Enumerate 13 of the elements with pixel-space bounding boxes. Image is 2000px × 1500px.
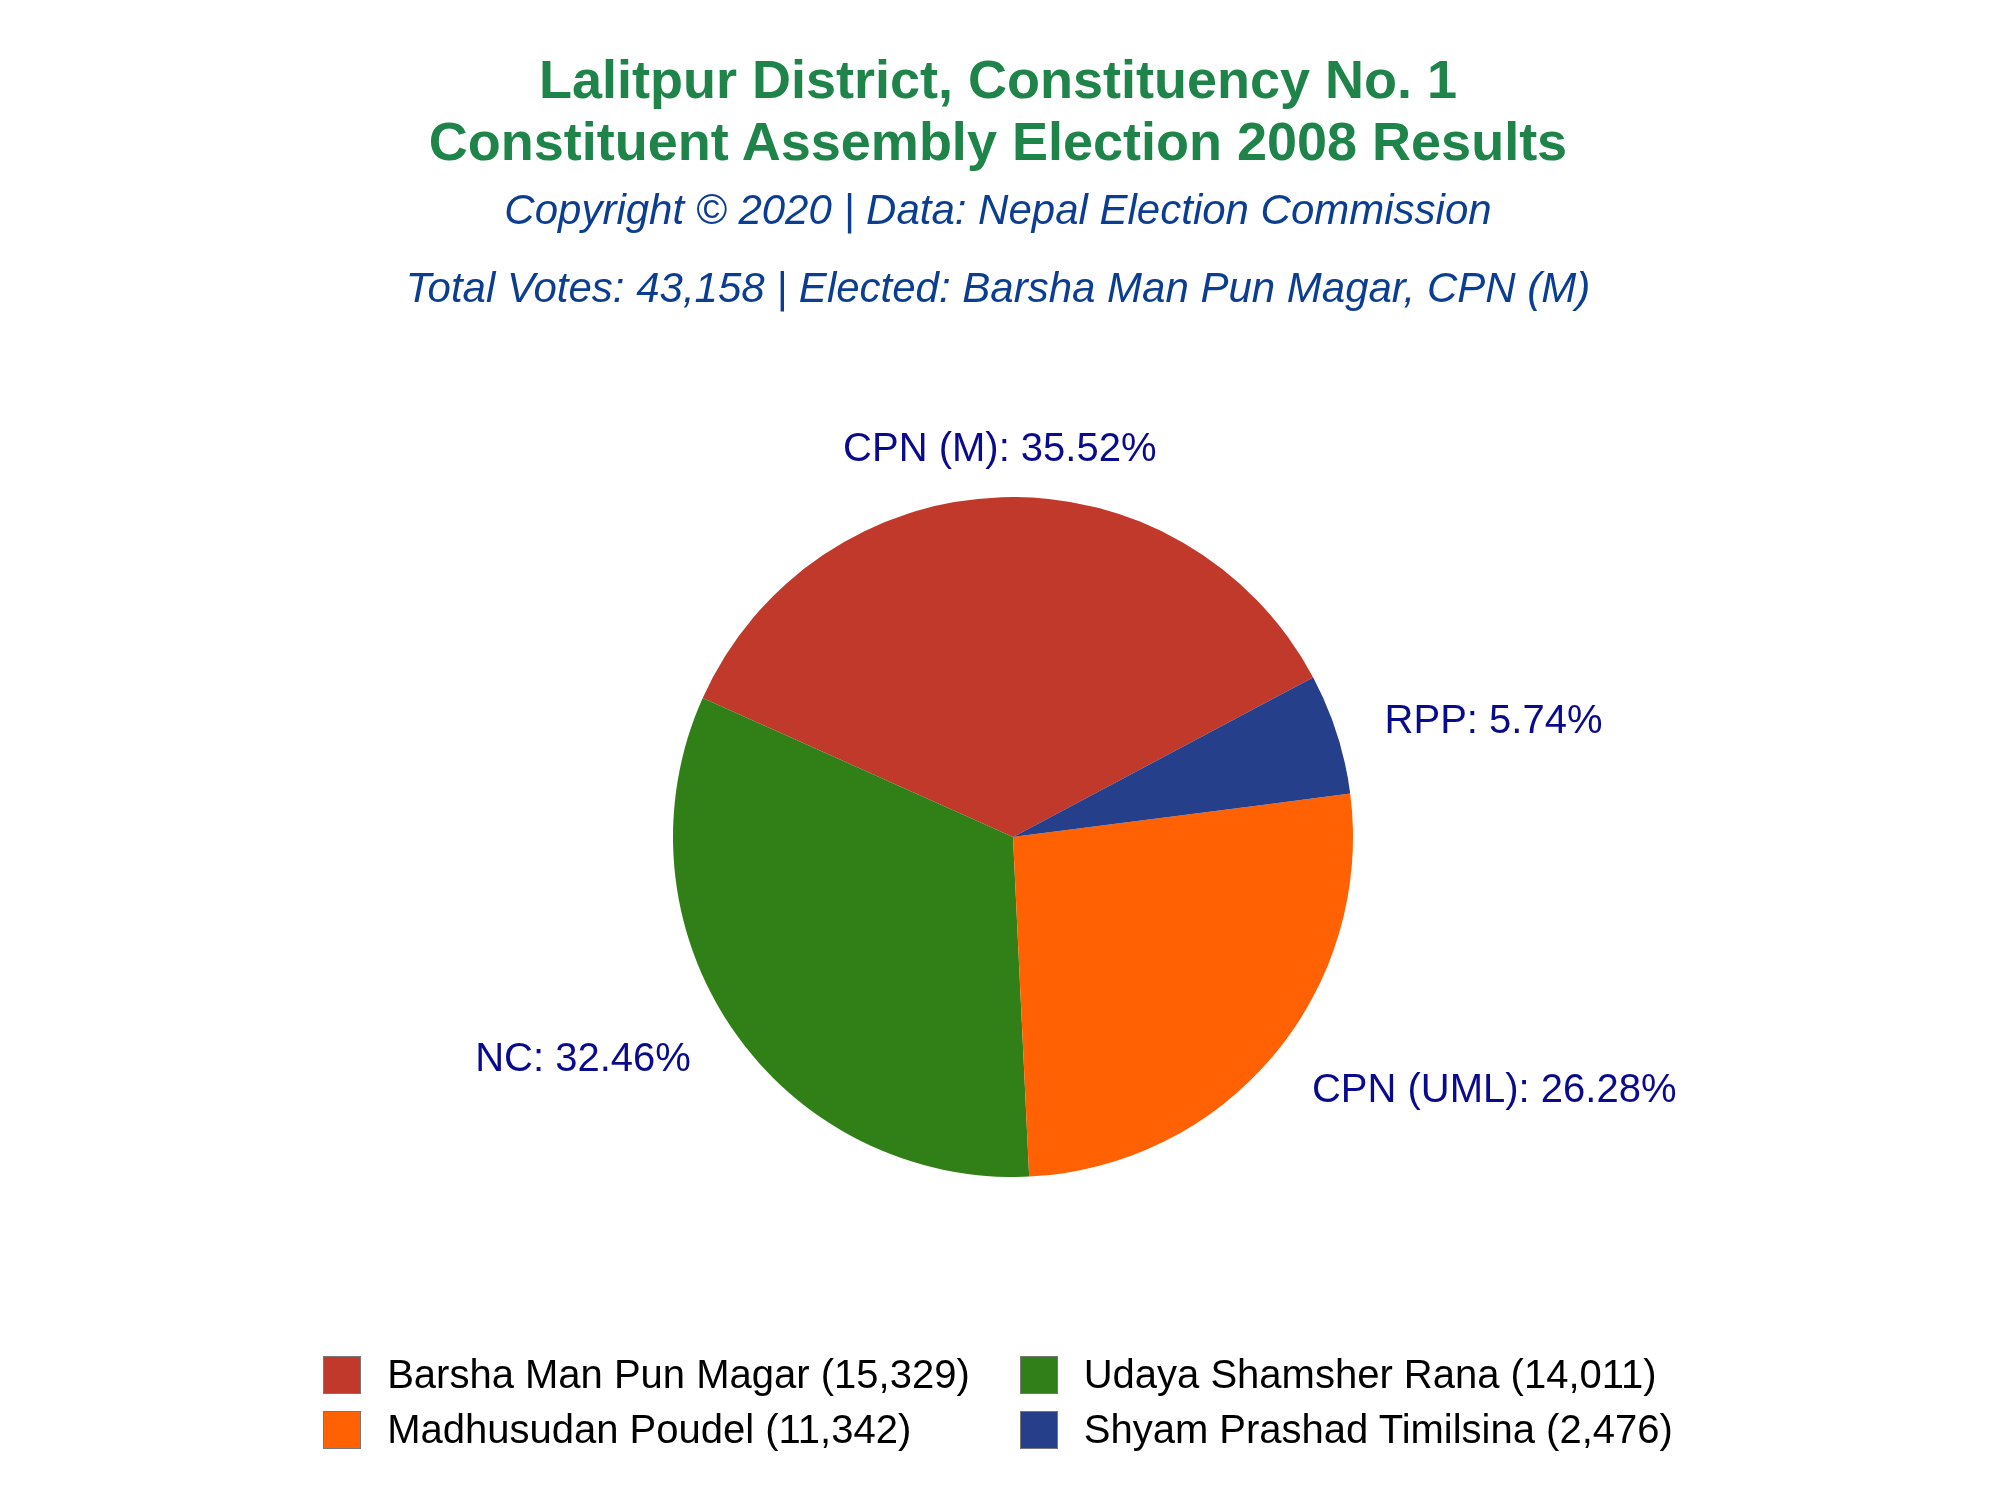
chart-subtitle: Total Votes: 43,158 | Elected: Barsha Man Pun Magar, CPN (M) (404, 264, 1592, 312)
data-label: NC: 32.46% (475, 1034, 691, 1079)
legend-label: Udaya Shamsher Rana (14,011) (1083, 1352, 1657, 1397)
legend-label: Madhusudan Poudel (11,342) (387, 1407, 912, 1452)
pie-slice (1013, 677, 1351, 837)
data-label: CPN (UML): 26.28% (1311, 1065, 1677, 1110)
data-label: CPN (M): 35.52% (843, 425, 1157, 470)
legend-label: Shyam Prashad Timilsina (2,476) (1083, 1407, 1673, 1452)
data-label: RPP: 5.74% (1384, 696, 1603, 741)
chart-title: Lalitpur District, Constituency No. 1 Constituent Assembly Election 2008 Results (427, 48, 1569, 172)
legend-label: Barsha Man Pun Magar (15,329) (387, 1352, 970, 1397)
text: Copyright © 2020 | Data: Nepal Election Commission (503, 186, 1493, 234)
pie-slice (702, 497, 1314, 837)
